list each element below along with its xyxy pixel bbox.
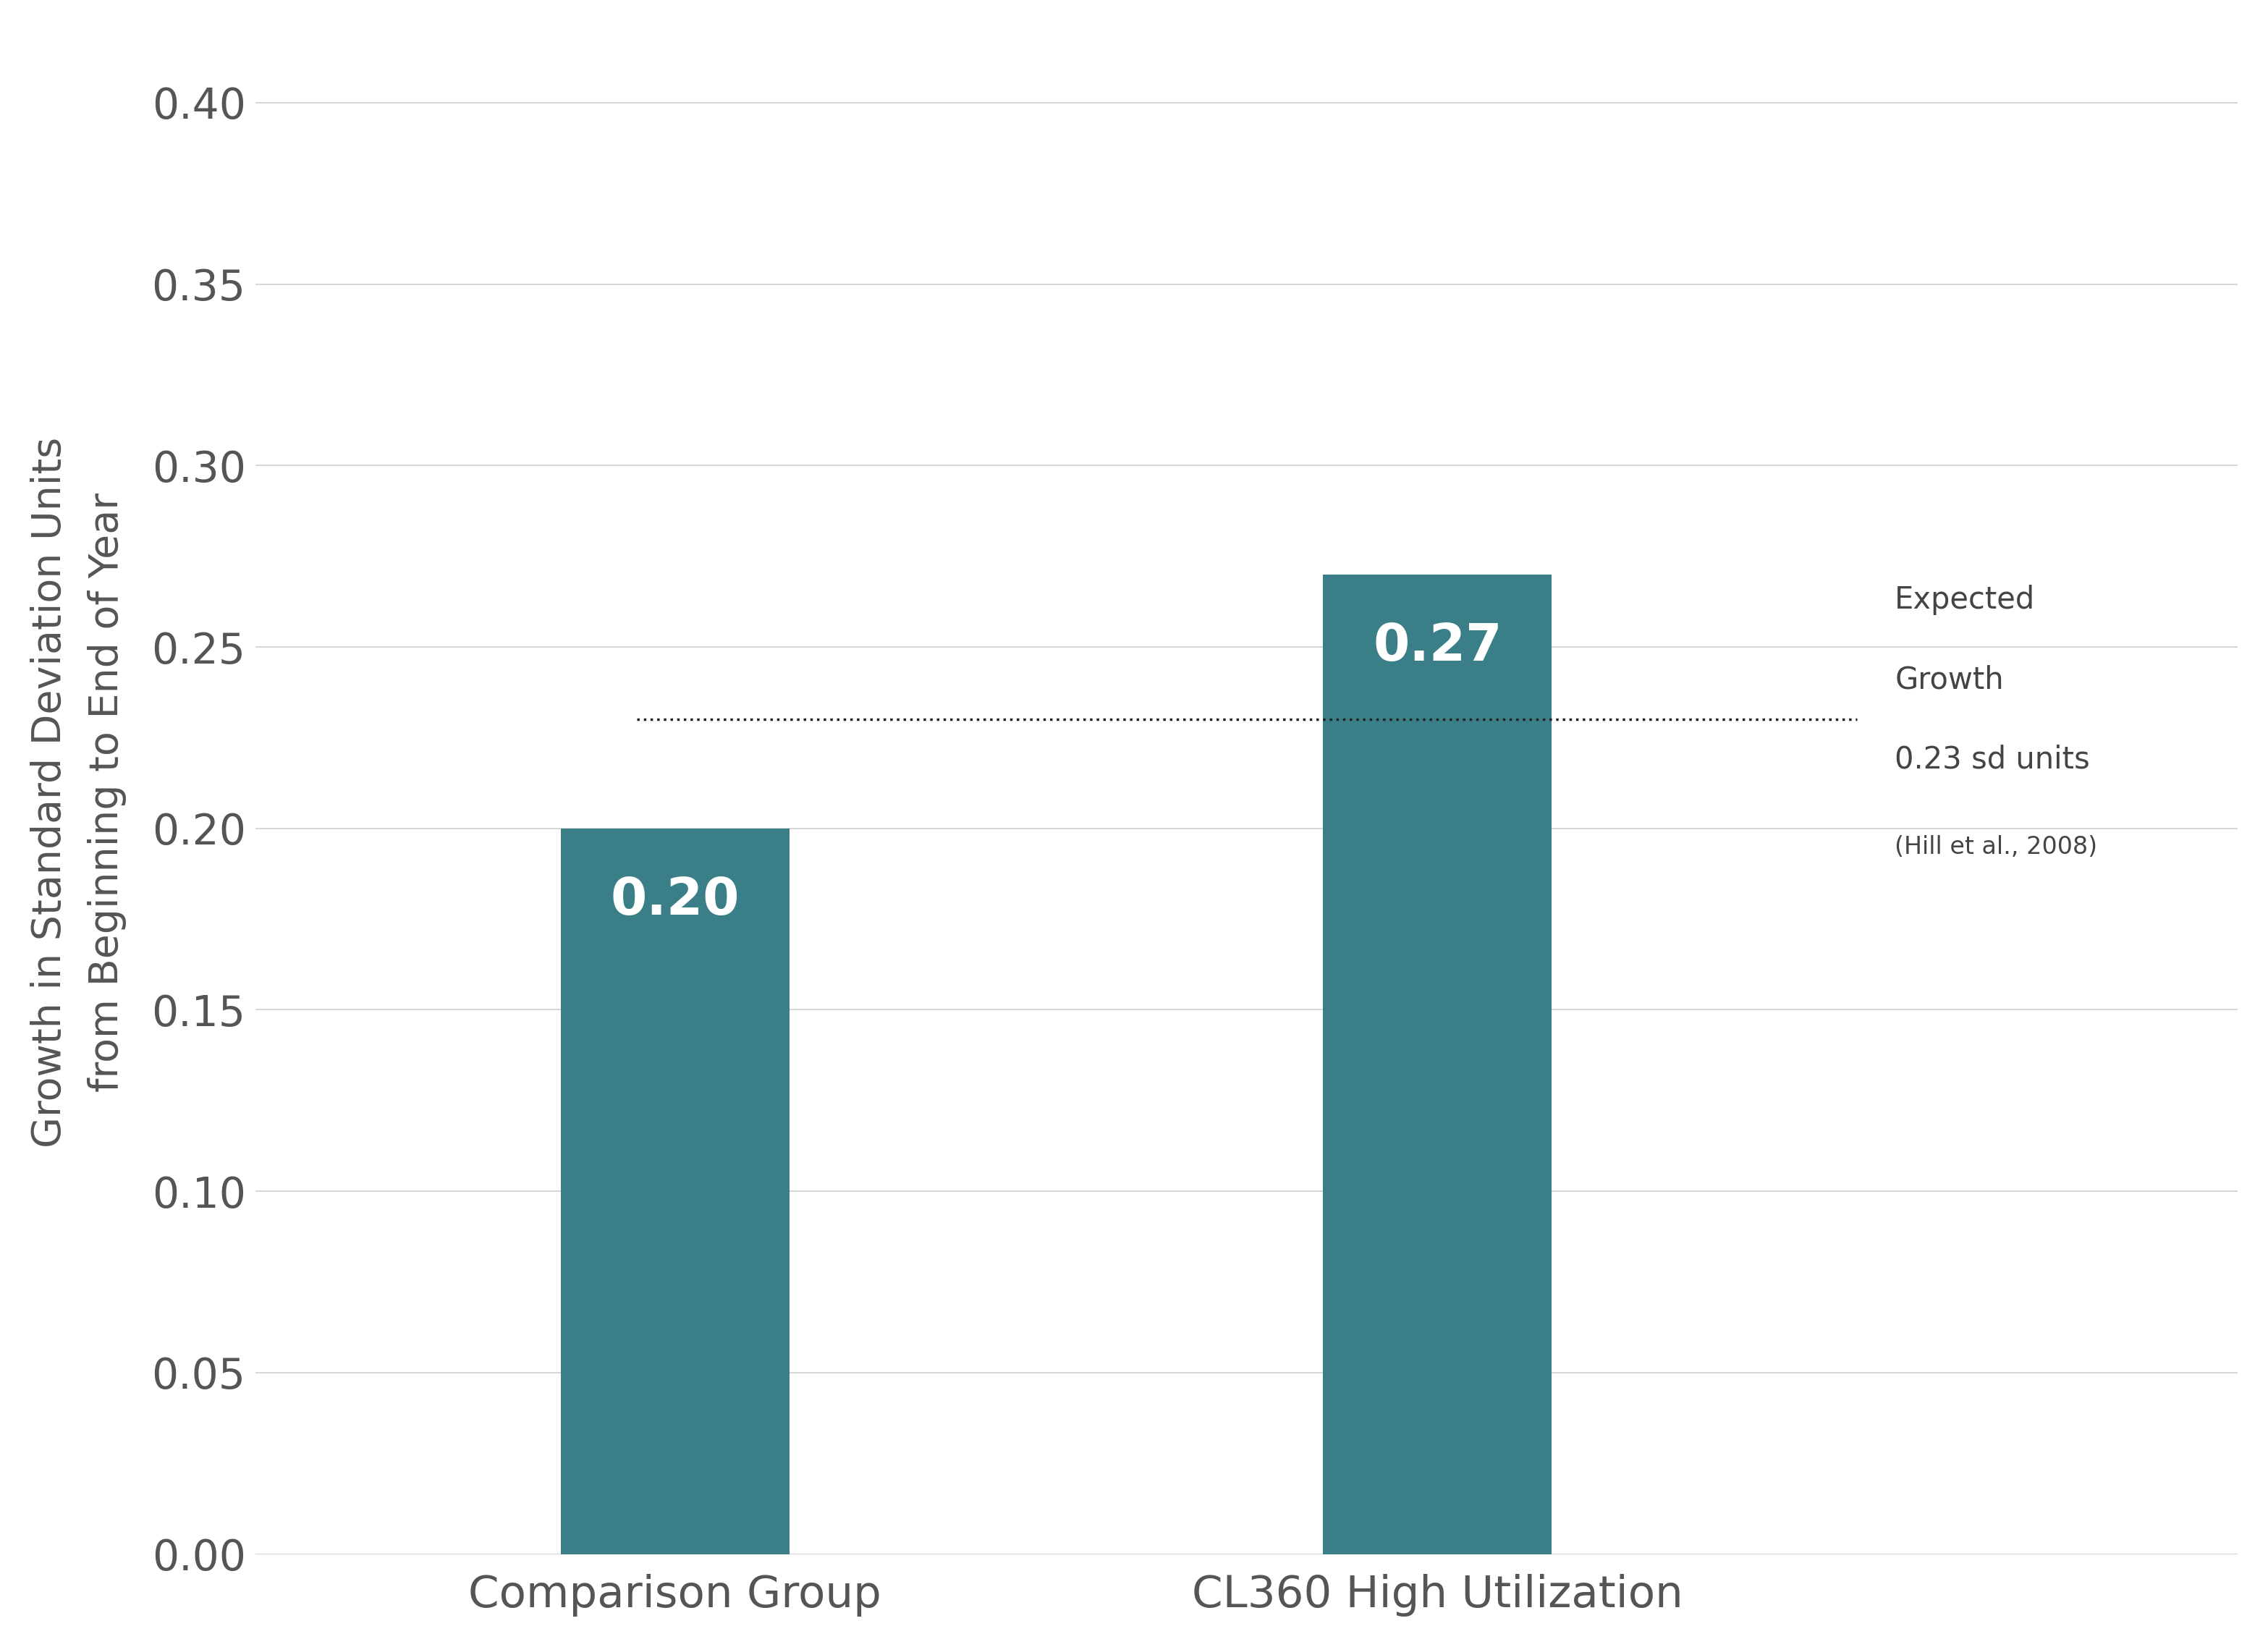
Y-axis label: Growth in Standard Deviation Units
from Beginning to End of Year: Growth in Standard Deviation Units from … xyxy=(29,436,127,1148)
Bar xyxy=(560,828,789,1555)
Bar xyxy=(1322,575,1551,1555)
Text: (Hill et al., 2008): (Hill et al., 2008) xyxy=(1894,835,2098,860)
Text: Growth: Growth xyxy=(1894,664,2005,695)
Text: 0.20: 0.20 xyxy=(610,876,739,926)
Text: Expected: Expected xyxy=(1894,585,2034,614)
Text: 0.23 sd units: 0.23 sd units xyxy=(1894,744,2091,774)
Text: 0.27: 0.27 xyxy=(1372,621,1501,672)
